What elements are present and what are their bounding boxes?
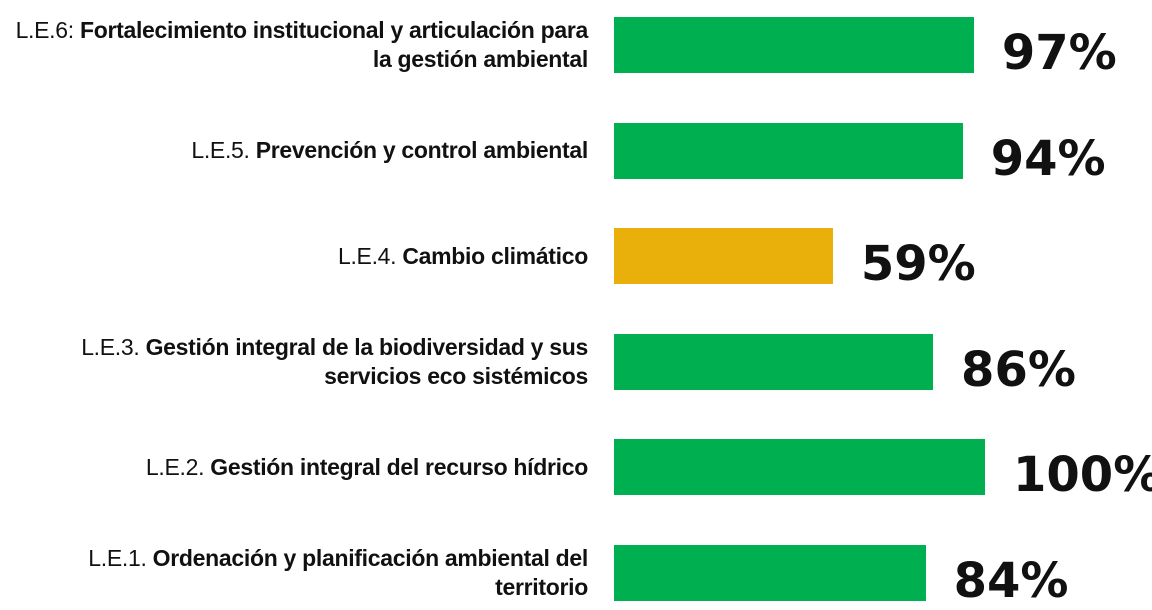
category-name: Cambio climático xyxy=(402,242,588,269)
value-label: 59% xyxy=(860,236,976,292)
category-name: Fortalecimiento institucional y articula… xyxy=(79,17,588,72)
category-text: L.E.5. Prevención y control ambiental xyxy=(191,136,588,165)
category-code: L.E.1. xyxy=(88,544,147,571)
value-label: 84% xyxy=(953,552,1069,609)
category-label: L.E.5. Prevención y control ambiental xyxy=(0,116,588,186)
category-label: L.E.6: Fortalecimiento institucional y a… xyxy=(0,10,589,80)
category-code: L.E.6: xyxy=(15,17,75,43)
value-label: 86% xyxy=(961,341,1076,398)
bar xyxy=(614,122,963,179)
category-code: L.E.2. xyxy=(145,453,205,480)
category-code: L.E.5. xyxy=(191,137,250,163)
category-text: L.E.2. Gestión integral del recurso hídr… xyxy=(146,453,588,482)
category-text: L.E.6: Fortalecimiento institucional y a… xyxy=(0,16,589,74)
value-label: 94% xyxy=(990,130,1106,187)
category-text: L.E.3. Gestión integral de la biodiversi… xyxy=(0,333,588,391)
category-label: L.E.1. Ordenación y planificación ambien… xyxy=(0,538,588,608)
category-code: L.E.3. xyxy=(81,333,140,360)
category-text: L.E.1. Ordenación y planificación ambien… xyxy=(0,544,588,602)
category-label: L.E.2. Gestión integral del recurso hídr… xyxy=(0,432,588,502)
category-name: Prevención y control ambiental xyxy=(255,137,589,163)
bar xyxy=(614,544,926,601)
category-code: L.E.4. xyxy=(337,242,397,269)
value-label: 97% xyxy=(1001,25,1117,81)
category-text: L.E.4. Cambio climático xyxy=(338,242,588,271)
category-name: Gestión integral de la biodiversidad y s… xyxy=(145,333,589,389)
bar xyxy=(614,333,934,390)
category-name: Ordenación y planificación ambiental del… xyxy=(152,544,589,600)
bar xyxy=(614,17,974,73)
category-label: L.E.3. Gestión integral de la biodiversi… xyxy=(0,327,588,397)
bar xyxy=(614,439,985,495)
value-label: 100% xyxy=(1013,447,1152,503)
category-label: L.E.4. Cambio climático xyxy=(0,221,588,291)
category-name: Gestión integral del recurso hídrico xyxy=(210,453,588,480)
bar xyxy=(614,228,833,284)
